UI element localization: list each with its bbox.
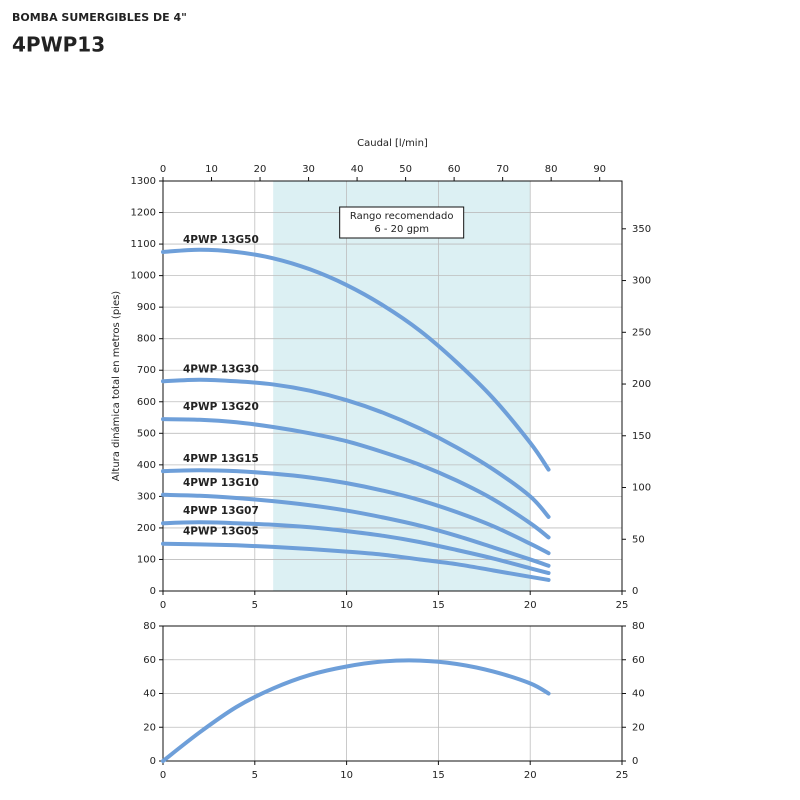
curve bbox=[161, 468, 551, 556]
curve bbox=[161, 541, 551, 582]
y2-tick-label: 40 bbox=[632, 689, 645, 700]
series-label: 4PWP 13G15 bbox=[183, 453, 259, 465]
y2-tick-label: 350 bbox=[632, 224, 651, 235]
x-tick-label: 20 bbox=[524, 770, 537, 781]
y2-tick-label: 0 bbox=[632, 586, 638, 597]
x-tick-label: 25 bbox=[616, 600, 629, 611]
recommended-range bbox=[273, 181, 531, 591]
curve bbox=[161, 492, 551, 568]
x2-axis-label: Caudal [l/min] bbox=[357, 138, 428, 149]
x2-tick-label: 40 bbox=[351, 164, 364, 175]
y-tick-label: 1100 bbox=[131, 239, 156, 250]
y-tick-label: 400 bbox=[137, 460, 156, 471]
y-tick-label: 60 bbox=[143, 655, 156, 666]
plot-frame bbox=[162, 180, 623, 592]
x-tick-label: 0 bbox=[160, 600, 166, 611]
y-tick-label: 800 bbox=[137, 334, 156, 345]
series-label: 4PWP 13G10 bbox=[183, 477, 259, 489]
y-tick-label: 500 bbox=[137, 428, 156, 439]
curve bbox=[161, 520, 551, 576]
y-tick-label: 1300 bbox=[131, 176, 156, 187]
x-tick-label: 15 bbox=[432, 600, 445, 611]
y-tick-label: 700 bbox=[137, 365, 156, 376]
y-tick-label: 0 bbox=[150, 586, 156, 597]
x2-tick-label: 50 bbox=[399, 164, 412, 175]
y-axis-label: Altura dinámica total en metros (pies) bbox=[110, 291, 122, 482]
y2-tick-label: 150 bbox=[632, 431, 651, 442]
y-tick-label: 1000 bbox=[131, 271, 156, 282]
y2-tick-label: 100 bbox=[632, 483, 651, 494]
y-tick-label: 0 bbox=[150, 756, 156, 767]
x2-tick-label: 0 bbox=[160, 164, 166, 175]
x-tick-label: 25 bbox=[616, 770, 629, 781]
series-label: 4PWP 13G30 bbox=[183, 363, 259, 375]
x-tick-label: 0 bbox=[160, 770, 166, 781]
curve bbox=[161, 247, 551, 472]
y2-tick-label: 60 bbox=[632, 655, 645, 666]
y2-tick-label: 200 bbox=[632, 379, 651, 390]
curve bbox=[161, 377, 551, 519]
x-tick-label: 10 bbox=[340, 600, 353, 611]
y-tick-label: 200 bbox=[137, 523, 156, 534]
x2-tick-label: 30 bbox=[302, 164, 315, 175]
page-title: 4PWP13 bbox=[12, 33, 105, 57]
y-tick-label: 80 bbox=[143, 621, 156, 632]
page-subtitle: BOMBA SUMERGIBLES DE 4" bbox=[12, 11, 187, 24]
y-tick-label: 40 bbox=[143, 689, 156, 700]
y-tick-label: 600 bbox=[137, 397, 156, 408]
y-tick-label: 100 bbox=[137, 554, 156, 565]
plot-frame bbox=[162, 625, 623, 762]
curve bbox=[161, 417, 551, 540]
y-tick-label: 300 bbox=[137, 491, 156, 502]
x-tick-label: 5 bbox=[252, 600, 258, 611]
series-label: 4PWP 13G50 bbox=[183, 234, 259, 246]
x2-tick-label: 20 bbox=[254, 164, 267, 175]
annotation: Rango recomendado bbox=[350, 211, 454, 222]
x2-tick-label: 90 bbox=[593, 164, 606, 175]
y2-tick-label: 0 bbox=[632, 756, 638, 767]
x2-tick-label: 10 bbox=[205, 164, 218, 175]
x-tick-label: 15 bbox=[432, 770, 445, 781]
series-label: 4PWP 13G20 bbox=[183, 401, 259, 413]
x2-tick-label: 60 bbox=[448, 164, 461, 175]
y-tick-label: 1200 bbox=[131, 208, 156, 219]
x-tick-label: 10 bbox=[340, 770, 353, 781]
y2-tick-label: 80 bbox=[632, 621, 645, 632]
series-label: 4PWP 13G07 bbox=[183, 505, 259, 517]
y2-tick-label: 50 bbox=[632, 534, 645, 545]
y2-tick-label: 20 bbox=[632, 722, 645, 733]
series-label: 4PWP 13G05 bbox=[183, 526, 259, 538]
y2-tick-label: 250 bbox=[632, 327, 651, 338]
y-tick-label: 20 bbox=[143, 722, 156, 733]
y-tick-label: 900 bbox=[137, 302, 156, 313]
x-tick-label: 20 bbox=[524, 600, 537, 611]
x-tick-label: 5 bbox=[252, 770, 258, 781]
curve bbox=[161, 658, 551, 763]
x2-tick-label: 80 bbox=[545, 164, 558, 175]
annotation-box bbox=[339, 206, 465, 239]
x2-tick-label: 70 bbox=[496, 164, 509, 175]
annotation: 6 - 20 gpm bbox=[374, 224, 429, 235]
y2-tick-label: 300 bbox=[632, 276, 651, 287]
